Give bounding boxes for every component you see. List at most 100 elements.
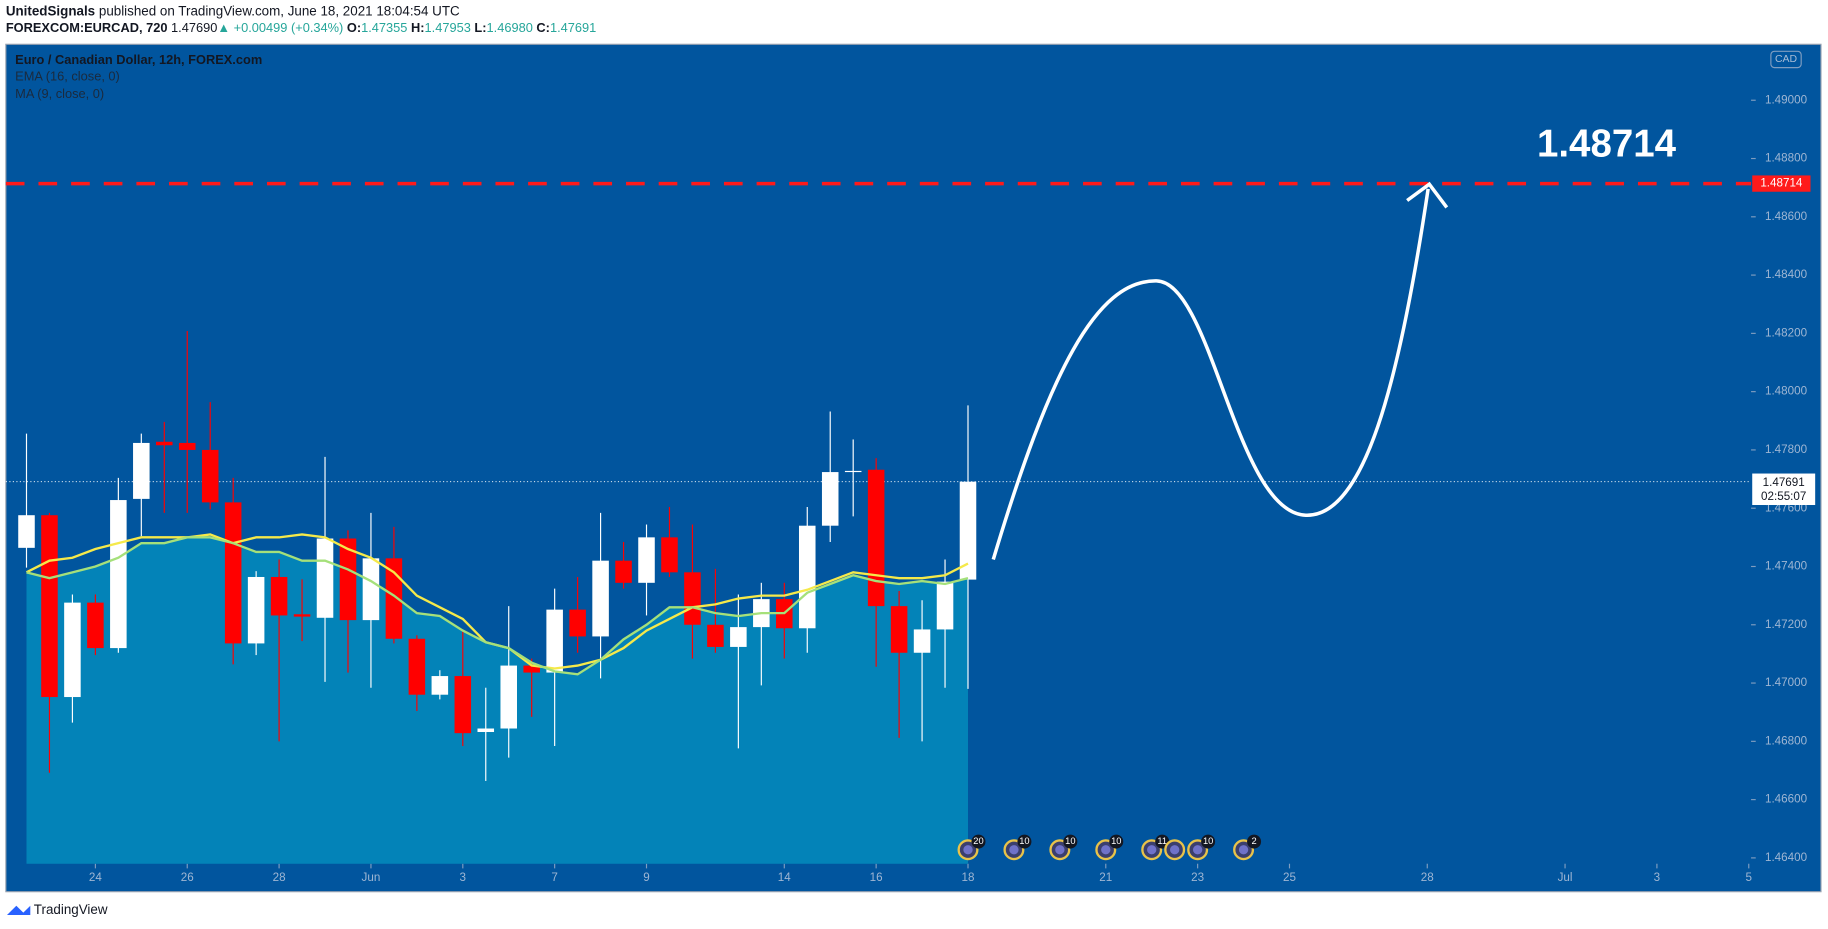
candle-body — [890, 606, 908, 653]
candle-body — [431, 676, 449, 695]
x-tick-label: 9 — [643, 871, 649, 884]
event-badge — [1017, 834, 1032, 849]
x-tick-label: 24 — [89, 871, 102, 884]
x-tick-label: 16 — [870, 871, 883, 884]
l-value: 1.46980 — [487, 21, 533, 36]
candle-body — [959, 481, 977, 580]
l-label: L: — [474, 21, 486, 36]
x-tick-label: Jun — [362, 871, 381, 884]
candle-body — [270, 576, 288, 616]
x-tick-label: Jul — [1558, 871, 1573, 884]
y-tick-label: 1.48000 — [1765, 385, 1808, 398]
x-tick-label: 21 — [1099, 871, 1112, 884]
candle-body — [385, 558, 403, 639]
legend-ma: MA (9, close, 0) — [15, 86, 104, 101]
event-icon-inner — [1009, 845, 1019, 855]
target-label: 1.48714 — [1760, 177, 1803, 190]
price: 1.47690 — [171, 21, 217, 36]
candle-body — [224, 502, 242, 644]
candle-body — [293, 614, 311, 617]
event-count: 10 — [1203, 836, 1213, 846]
y-tick-label: 1.48200 — [1765, 326, 1808, 339]
event-badge — [1247, 834, 1262, 849]
candle-body — [867, 469, 885, 607]
candle-body — [638, 537, 655, 583]
candle-body — [523, 665, 540, 673]
event-icon-inner — [1238, 845, 1249, 855]
x-tick-label: 25 — [1283, 871, 1296, 884]
last-price-label: 1.47691 — [1763, 476, 1805, 489]
candle-body — [454, 676, 472, 734]
event-badge — [971, 834, 986, 849]
event-count: 20 — [973, 836, 983, 846]
candle-body — [362, 558, 380, 621]
symbol: FOREXCOM:EURCAD, 720 — [6, 21, 168, 36]
c-value: 1.47691 — [550, 21, 596, 36]
plot-area: 1.46400 1.46600 1.46800 1.47000 1.47200 1.474… — [5, 93, 1816, 884]
candle-body — [844, 470, 862, 473]
candle-body — [339, 538, 357, 621]
target-label-box — [1752, 175, 1811, 192]
event-icon-inner — [1147, 845, 1157, 855]
candle-body — [201, 449, 219, 503]
candle-body — [821, 472, 839, 526]
projection-curve — [991, 188, 1430, 561]
candle-body — [569, 609, 586, 637]
event-icon-inner — [1170, 845, 1180, 855]
x-tick-label: 23 — [1191, 871, 1204, 884]
change: ▲ +0.00499 (+0.34%) — [217, 21, 343, 36]
candle-body — [18, 515, 35, 548]
chart-title: Euro / Canadian Dollar, 12h, FOREX.com — [15, 52, 262, 67]
candle-body — [178, 442, 196, 450]
indicator-line — [26, 536, 969, 676]
candle-body — [798, 525, 816, 629]
x-tick-label: 28 — [1421, 871, 1434, 884]
y-tick-label: 1.49000 — [1765, 93, 1808, 106]
y-tick-label: 1.48600 — [1765, 210, 1808, 223]
event-count: 2 — [1251, 836, 1256, 846]
candle-body — [110, 500, 127, 649]
y-tick-label: 1.47200 — [1765, 618, 1808, 631]
x-tick-label: 26 — [181, 871, 194, 884]
o-value: 1.47355 — [361, 21, 407, 36]
published: published on TradingView.com, June 18, 2… — [99, 3, 460, 18]
event-icon-inner — [963, 845, 973, 855]
target-annotation: 1.48714 — [1537, 122, 1677, 165]
event-badge — [1201, 834, 1216, 849]
h-label: H: — [411, 21, 425, 36]
o-label: O: — [347, 21, 361, 36]
event-icon-inner — [1055, 845, 1065, 855]
x-tick-label: 3 — [1654, 871, 1660, 884]
candle-body — [936, 581, 954, 630]
candle-body — [133, 442, 150, 499]
legend-ema: EMA (16, close, 0) — [15, 68, 120, 83]
candle-body — [500, 665, 517, 729]
x-tick-label: 5 — [1746, 871, 1752, 884]
symbol-line: FOREXCOM:EURCAD, 720 1.47690▲ +0.00499 (… — [6, 21, 596, 36]
header-line: UnitedSignals published on TradingView.c… — [6, 3, 460, 18]
x-tick-label: 14 — [778, 871, 791, 884]
author: UnitedSignals — [6, 3, 95, 18]
projection-arrow — [1406, 181, 1449, 209]
y-tick-label: 1.46600 — [1765, 793, 1808, 806]
logo-mark — [6, 905, 31, 916]
candle-body — [41, 515, 58, 698]
last-price-box — [1752, 473, 1816, 506]
candle-body — [546, 609, 563, 673]
candle-body — [477, 728, 495, 733]
footer-logo — [6, 905, 31, 916]
currency-box — [1770, 50, 1802, 69]
candle-body — [247, 576, 265, 644]
event-count: 10 — [1019, 836, 1029, 846]
event-count: 10 — [1111, 836, 1121, 846]
y-tick-label: 1.46800 — [1765, 734, 1808, 747]
c-label: C: — [536, 21, 550, 36]
candle-body — [408, 638, 426, 695]
candle-body — [684, 572, 701, 625]
h-value: 1.47953 — [425, 21, 471, 36]
y-tick-label: 1.48400 — [1765, 268, 1808, 281]
event-count: 11 — [1157, 836, 1167, 846]
candle-body — [87, 602, 104, 649]
